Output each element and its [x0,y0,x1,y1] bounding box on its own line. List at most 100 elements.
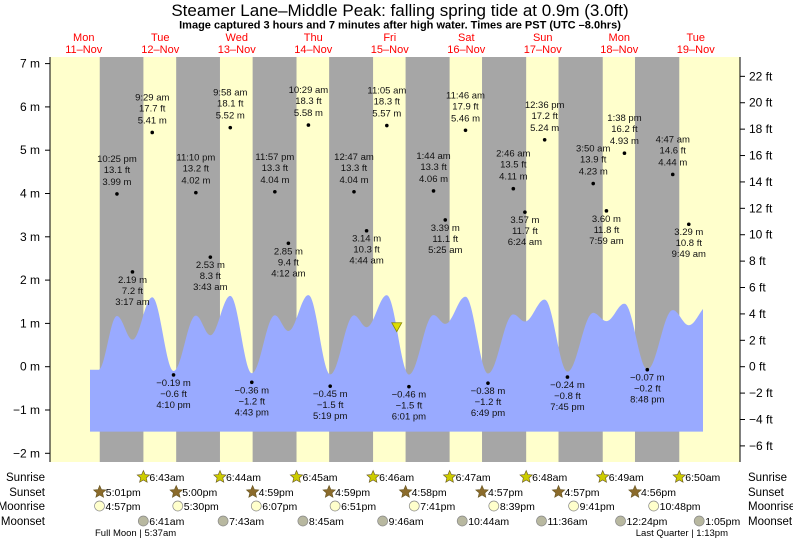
day-label-date: 17–Nov [524,44,562,56]
tide-label-time: 5:19 pm [313,411,347,422]
tide-label-ft: 11.7 ft [512,226,538,237]
left-tick-label: −1 m [13,403,40,417]
tide-label-time: 2:46 am [496,149,530,160]
low-tide-point [523,210,527,214]
tide-label-m: −0.36 m [234,385,269,396]
tide-label-time: 4:12 am [271,268,305,279]
tide-label-m: 5.24 m [530,123,559,134]
sunset-icon [322,484,337,498]
sunrise-time: 6:47am [456,472,491,484]
tide-label-time: 3:50 am [576,144,610,155]
day-label-date: 12–Nov [141,44,179,56]
low-tide-point [407,384,411,389]
sunrise-time: 6:48am [532,472,567,484]
sunset-time: 4:57pm [565,487,600,499]
tide-label-ft: 8.3 ft [200,271,221,282]
tide-label-time: 7:45 pm [550,402,584,413]
sunrise-time: 6:45am [303,472,338,484]
tide-label-time: 11:46 am [446,90,485,101]
tide-label-m: 4.44 m [658,157,687,168]
left-tick-label: 2 m [20,273,40,287]
tide-label-ft: 16.2 ft [611,124,638,135]
day-label-dow: Tue [151,32,170,44]
sunrise-icon [442,469,457,483]
left-tick-label: 0 m [20,360,40,374]
high-tide-point [352,189,356,194]
moonset-time: 12:24pm [627,516,668,528]
tide-label-ft: 13.2 ft [183,164,210,175]
sunrise-icon [289,469,304,483]
sunrise-icon [213,469,227,483]
tide-label-time: 5:25 am [428,245,462,256]
tide-label-ft: −1.2 ft [475,397,502,408]
sunrise-icon [595,469,610,483]
tide-label-time: 9:29 am [135,92,169,103]
right-tick-label: −2 ft [749,386,773,400]
left-tick-label: −2 m [13,446,40,460]
moonrise-icon [172,500,184,512]
tide-label-ft: 18.3 ft [295,96,322,107]
tide-label-ft: 7.2 ft [122,286,143,297]
tide-label-time: 9:58 am [213,88,247,99]
tide-label-ft: 18.1 ft [217,99,244,110]
high-tide-point [306,123,311,127]
tide-label-time: 4:47 am [656,134,690,145]
high-tide-point [194,190,198,195]
sunrise-time: 6:43am [149,472,184,484]
low-tide-point [286,241,291,246]
moon-phase-full: Full Moon | 5:37am [95,528,176,539]
tide-label-m: 4.06 m [419,174,448,185]
sunset-time: 5:00pm [182,487,217,499]
sunset-row-label-left: Sunset [9,487,46,499]
tide-label-ft: 17.9 ft [452,101,479,112]
low-tide-point [171,373,176,377]
day-label-date: 13–Nov [218,44,256,56]
sunset-icon [551,484,566,498]
tide-label-time: 10:25 pm [97,154,137,165]
tide-label-ft: −0.8 ft [554,391,581,402]
tide-label-ft: 17.7 ft [139,103,166,114]
sunset-icon [475,484,489,498]
tide-label-m: 4.04 m [260,175,289,186]
sunrise-row-label-left: Sunrise [6,472,45,484]
high-tide-point [431,189,436,193]
tide-label-time: 6:24 am [508,237,542,248]
tide-label-m: 5.57 m [372,109,401,120]
sunrise-time: 6:50am [685,472,720,484]
tide-label-m: 2.19 m [118,275,147,286]
tide-label-ft: 9.4 ft [278,257,299,268]
tide-label-ft: −0.6 ft [160,389,187,400]
tide-label-time: 1:44 am [416,151,450,162]
day-label-date: 14–Nov [294,44,332,56]
tide-label-m: 3.14 m [352,234,381,245]
tide-label-ft: 13.3 ft [262,163,289,174]
day-label-dow: Thu [304,32,323,44]
sunset-icon [245,484,260,498]
high-tide-point [511,186,516,191]
right-tick-label: 22 ft [749,69,773,83]
left-tick-label: 6 m [20,100,40,114]
tide-label-time: 7:59 am [589,236,623,247]
right-tick-label: 12 ft [749,201,773,215]
tide-label-time: 11:57 pm [255,152,294,163]
tide-label-ft: 11.1 ft [432,234,458,245]
right-tick-label: 2 ft [749,333,766,347]
sunrise-icon [366,469,381,483]
moonset-time: 1:05pm [705,516,740,528]
moonset-icon [536,515,547,527]
moonrise-icon [648,500,660,512]
day-label-dow: Fri [383,32,396,44]
tide-label-time: 4:43 pm [235,407,269,418]
tide-label-m: −0.24 m [550,380,585,391]
sunset-time: 4:59pm [335,487,370,499]
chart-title: Steamer Lane–Middle Peak: falling spring… [171,1,628,20]
right-tick-label: −6 ft [749,439,773,453]
sunrise-icon [672,469,687,483]
left-tick-label: 1 m [20,316,40,330]
moonrise-time: 8:39pm [500,501,535,513]
day-label-date: 18–Nov [600,44,638,56]
tide-label-ft: 13.3 ft [420,162,447,173]
tide-label-time: 6:49 pm [471,408,505,419]
low-tide-point [208,255,213,259]
